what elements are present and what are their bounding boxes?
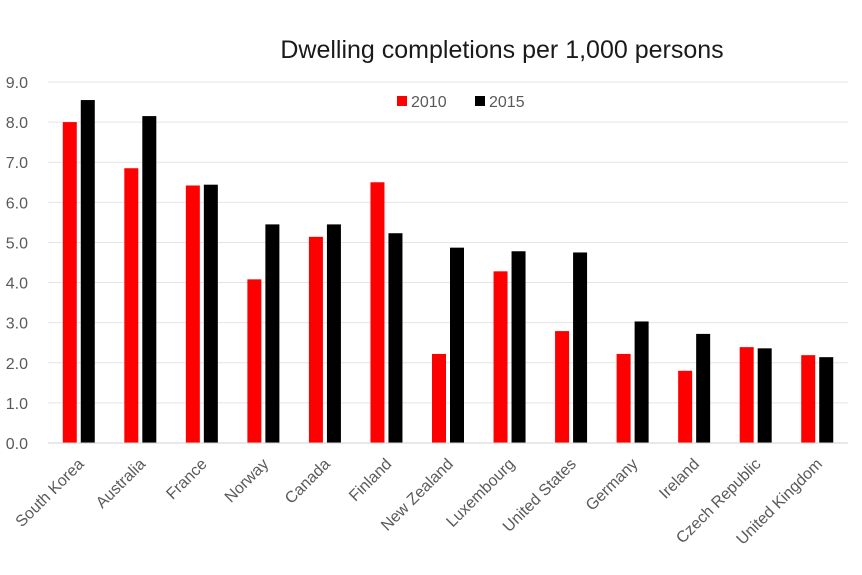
category-labels: South Korea Australia France Norway Canada Fi… (13, 456, 826, 549)
bar-2010-czech-republic (739, 347, 754, 443)
bar-2010-united-states (555, 331, 570, 443)
bar-2010-united-kingdom (801, 355, 816, 443)
bar-2015-australia (142, 116, 157, 443)
bar-2010-germany (616, 353, 631, 443)
y-tick-label: 3.0 (6, 316, 28, 333)
legend-swatch (475, 96, 485, 106)
y-tick-label: 8.0 (6, 115, 28, 132)
legend-swatch (397, 96, 407, 106)
y-tick-label: 1.0 (6, 396, 28, 413)
y-tick-label: 9.0 (6, 75, 28, 92)
y-axis-ticks: 0.0 1.0 2.0 3.0 4.0 5.0 6.0 7.0 8.0 9.0 (6, 75, 28, 453)
bar-2015-united-kingdom (819, 357, 834, 443)
x-tick-label: South Korea (13, 456, 88, 531)
y-tick-label: 6.0 (6, 195, 28, 212)
bar-2015-norway (265, 224, 280, 443)
y-tick-label: 7.0 (6, 155, 28, 172)
gridlines (48, 81, 848, 404)
y-tick-label: 2.0 (6, 356, 28, 373)
bar-2010-finland (370, 182, 385, 443)
bar-2015-canada (326, 224, 341, 443)
legend: 2010 2015 (397, 94, 525, 111)
bar-2010-canada (308, 236, 323, 443)
bar-2010-new-zealand (432, 353, 446, 443)
legend-label: 2010 (411, 94, 447, 111)
bar-2015-united-states (573, 252, 588, 443)
legend-label: 2015 (489, 94, 525, 111)
y-tick-label: 4.0 (6, 276, 28, 293)
x-tick-label: France (163, 456, 210, 503)
x-tick-label: Australia (93, 456, 149, 512)
bars (62, 100, 834, 444)
x-tick-label: Finland (346, 456, 395, 505)
bar-2010-australia (124, 168, 139, 443)
x-tick-label: Germany (583, 456, 642, 515)
bar-2010-luxembourg (493, 271, 508, 443)
x-tick-label: Norway (222, 456, 272, 506)
bar-2010-norway (247, 279, 262, 443)
bar-2010-ireland (678, 370, 693, 443)
bar-2015-finland (388, 233, 403, 443)
x-tick-label: Ireland (656, 456, 703, 503)
chart-title: Dwelling completions per 1,000 persons (280, 36, 723, 64)
y-tick-label: 5.0 (6, 235, 28, 252)
y-tick-label: 0.0 (6, 436, 28, 453)
bar-2015-luxembourg (511, 251, 526, 443)
bar-2015-germany (634, 321, 649, 443)
bar-2015-south-korea (80, 100, 95, 444)
x-tick-label: Canada (282, 456, 334, 508)
bar-2010-france (185, 185, 200, 443)
bar-2015-new-zealand (450, 247, 464, 443)
bar-2015-czech-republic (757, 348, 772, 443)
bar-2015-france (203, 184, 218, 443)
bar-2010-south-korea (62, 122, 77, 443)
bar-2015-ireland (696, 333, 711, 443)
